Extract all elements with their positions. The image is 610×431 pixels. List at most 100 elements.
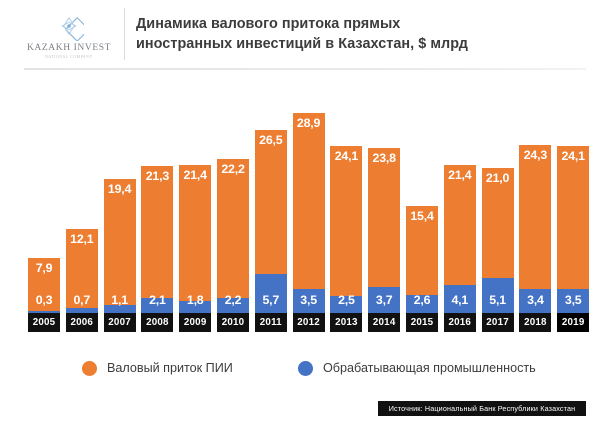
logo-wordmark: KAZAKH INVEST bbox=[26, 43, 112, 53]
bar-value-manufacturing: 3,5 bbox=[564, 293, 582, 307]
x-axis-year-label[interactable]: 2006 bbox=[65, 313, 98, 332]
bar-value-manufacturing: 5,1 bbox=[489, 293, 506, 307]
bar-segment-manufacturing: 2,1 bbox=[141, 293, 174, 313]
bar-value-total-fdi: 12,1 bbox=[70, 232, 94, 247]
bar-value-manufacturing: 2,2 bbox=[224, 293, 242, 307]
bar-segment-manufacturing: 5,1 bbox=[481, 277, 514, 313]
bar-value-total-fdi: 26,5 bbox=[259, 132, 283, 147]
bar-value-total-fdi: 19,4 bbox=[107, 181, 132, 196]
bar-column[interactable]: 24,1 3,5 bbox=[557, 146, 590, 313]
bar-column[interactable]: 24,1 2,5 bbox=[330, 146, 363, 313]
kazakh-invest-diamond-icon bbox=[54, 11, 90, 42]
bar-segment-total-fdi: 24,1 bbox=[557, 146, 590, 313]
bar-segment-manufacturing: 1,8 bbox=[179, 293, 212, 313]
bar-segment-manufacturing: 0,3 bbox=[28, 293, 60, 313]
page-header: KAZAKH INVEST NATIONAL COMPANY Динамика … bbox=[0, 0, 610, 70]
bar-value-manufacturing: 2,1 bbox=[149, 293, 166, 307]
bar-segment-total-fdi: 22,2 bbox=[217, 159, 249, 313]
bar-segment-total-fdi: 23,8 bbox=[368, 148, 401, 313]
blue-dot-icon bbox=[298, 360, 313, 376]
header-bottom-rule bbox=[24, 68, 586, 70]
bar-column[interactable]: 22,2 2,2 bbox=[217, 159, 249, 313]
bar-value-manufacturing: 0,3 bbox=[35, 293, 53, 307]
bar-column[interactable]: 26,5 5,7 bbox=[254, 129, 287, 313]
bar-value-total-fdi: 24,3 bbox=[523, 147, 548, 162]
bar-column[interactable]: 28,9 3,5 bbox=[292, 113, 325, 313]
page-title-line-2: иностранных инвестиций в Казахстан, $ мл… bbox=[136, 36, 468, 52]
bar-value-manufacturing: 3,5 bbox=[300, 293, 317, 307]
x-axis-year-label[interactable]: 2005 bbox=[28, 313, 60, 332]
bar-column[interactable]: 15,4 2,6 bbox=[406, 206, 438, 313]
bar-value-total-fdi: 21,0 bbox=[485, 170, 510, 185]
bar-value-manufacturing: 5,7 bbox=[262, 293, 280, 307]
bar-segment-manufacturing: 1,1 bbox=[103, 293, 136, 313]
orange-dot-icon bbox=[82, 360, 97, 376]
bar-value-manufacturing: 1,8 bbox=[186, 293, 204, 307]
bar-segment-total-fdi: 7,9 bbox=[28, 258, 60, 313]
x-axis-year-label[interactable]: 2017 bbox=[481, 313, 514, 332]
bar-column[interactable]: 7,9 0,3 bbox=[28, 258, 60, 313]
x-axis-year-label[interactable]: 2014 bbox=[368, 313, 401, 332]
bar-value-total-fdi: 28,9 bbox=[296, 116, 321, 130]
chart-legend: Валовый приток ПИИ Обрабатывающая промыш… bbox=[26, 355, 586, 381]
bar-value-manufacturing: 3,7 bbox=[375, 293, 393, 307]
bar-segment-total-fdi: 19,4 bbox=[103, 178, 136, 313]
logo-tagline: NATIONAL COMPANY bbox=[45, 55, 93, 59]
bar-segment-total-fdi: 12,1 bbox=[65, 229, 98, 313]
bar-columns-area: 7,9 0,3 12,1 0,7 19,4 1,1 21,3 2,1 21,4 1,8 22,2 2,… bbox=[26, 78, 590, 313]
legend-label-total-fdi: Валовый приток ПИИ bbox=[107, 361, 233, 375]
bar-value-manufacturing: 3,4 bbox=[527, 293, 544, 307]
bar-column[interactable]: 21,0 5,1 bbox=[481, 167, 514, 313]
bar-value-total-fdi: 23,8 bbox=[372, 151, 397, 166]
bar-segment-manufacturing: 2,6 bbox=[406, 293, 438, 313]
bar-segment-manufacturing: 4,1 bbox=[443, 284, 476, 313]
bar-column[interactable]: 19,4 1,1 bbox=[103, 178, 136, 313]
bar-segment-manufacturing: 3,5 bbox=[557, 288, 590, 313]
bar-segment-manufacturing: 3,7 bbox=[368, 287, 401, 313]
legend-item-manufacturing[interactable]: Обрабатывающая промышленность bbox=[298, 355, 536, 381]
x-axis-year-label[interactable]: 2009 bbox=[179, 313, 212, 332]
x-axis-year-label[interactable]: 2019 bbox=[557, 313, 590, 332]
x-axis-year-label[interactable]: 2008 bbox=[141, 313, 174, 332]
bar-value-manufacturing: 2,5 bbox=[338, 293, 355, 307]
x-axis-year-label[interactable]: 2011 bbox=[254, 313, 287, 332]
x-axis-year-label[interactable]: 2018 bbox=[519, 313, 552, 332]
bar-column[interactable]: 21,4 1,8 bbox=[179, 164, 212, 313]
source-note: Источник: Национальный Банк Республики К… bbox=[378, 401, 586, 416]
bar-column[interactable]: 23,8 3,7 bbox=[368, 148, 401, 313]
bar-column[interactable]: 21,3 2,1 bbox=[141, 165, 174, 313]
bar-column[interactable]: 12,1 0,7 bbox=[65, 229, 98, 313]
legend-item-total-fdi[interactable]: Валовый приток ПИИ bbox=[82, 355, 233, 381]
bar-value-manufacturing: 0,7 bbox=[73, 293, 91, 307]
bar-segment-manufacturing: 0,7 bbox=[65, 293, 98, 313]
bar-segment-total-fdi: 21,3 bbox=[141, 165, 174, 313]
bar-value-total-fdi: 15,4 bbox=[410, 209, 434, 224]
bar-segment-manufacturing: 3,5 bbox=[292, 288, 325, 313]
bar-segment-total-fdi: 28,9 bbox=[292, 113, 325, 313]
bar-value-manufacturing: 4,1 bbox=[451, 293, 469, 307]
x-axis-year-label[interactable]: 2012 bbox=[292, 313, 325, 332]
header-vertical-divider bbox=[124, 8, 125, 60]
bar-value-total-fdi: 22,2 bbox=[221, 162, 245, 177]
x-axis-year-label[interactable]: 2013 bbox=[330, 313, 363, 332]
bar-segment-total-fdi: 24,3 bbox=[519, 144, 552, 313]
x-axis-year-label[interactable]: 2016 bbox=[443, 313, 476, 332]
bar-value-manufacturing: 1,1 bbox=[111, 293, 128, 307]
bar-value-total-fdi: 24,1 bbox=[334, 149, 359, 164]
x-axis-year-label[interactable]: 2007 bbox=[103, 313, 136, 332]
x-axis-year-label[interactable]: 2015 bbox=[406, 313, 438, 332]
bar-value-total-fdi: 7,9 bbox=[35, 261, 53, 276]
bar-segment-manufacturing: 2,5 bbox=[330, 293, 363, 313]
bar-column[interactable]: 24,3 3,4 bbox=[519, 144, 552, 313]
x-axis-year-label[interactable]: 2010 bbox=[217, 313, 249, 332]
bar-value-manufacturing: 2,6 bbox=[413, 293, 431, 307]
bar-value-total-fdi: 24,1 bbox=[561, 149, 586, 164]
bar-value-total-fdi: 21,3 bbox=[145, 168, 170, 183]
bar-value-total-fdi: 21,4 bbox=[183, 167, 208, 182]
bar-segment-manufacturing: 5,7 bbox=[254, 273, 287, 313]
bar-chart: 7,9 0,3 12,1 0,7 19,4 1,1 21,3 2,1 21,4 1,8 22,2 2,… bbox=[26, 78, 590, 336]
bar-column[interactable]: 21,4 4,1 bbox=[443, 164, 476, 313]
bar-segment-manufacturing: 2,2 bbox=[217, 293, 249, 313]
x-axis-year-band: 2005 2006 2007 2008 2009 2010 2011 2012 2013 2014… bbox=[26, 313, 590, 332]
